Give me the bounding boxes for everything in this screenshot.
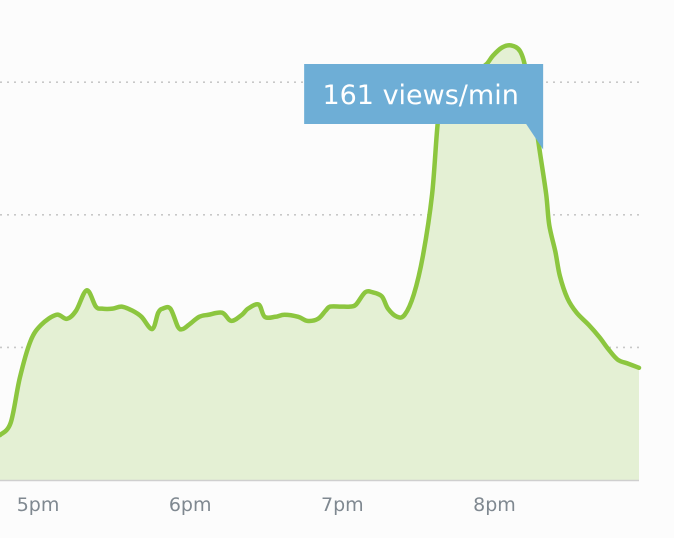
series-area-fill <box>0 45 639 481</box>
tooltip-box <box>304 64 544 150</box>
x-tick-label: 5pm <box>17 494 60 516</box>
x-tick-label: 6pm <box>169 494 212 516</box>
tooltip-layer: 161 views/min <box>304 64 544 150</box>
tick-layer: 5pm 6pm 7pm 8pm <box>17 494 516 516</box>
tooltip-label: 161 views/min <box>322 80 518 111</box>
x-tick-label: 7pm <box>321 494 364 516</box>
x-tick-label: 8pm <box>473 494 516 516</box>
tooltip: 161 views/min <box>304 64 544 150</box>
